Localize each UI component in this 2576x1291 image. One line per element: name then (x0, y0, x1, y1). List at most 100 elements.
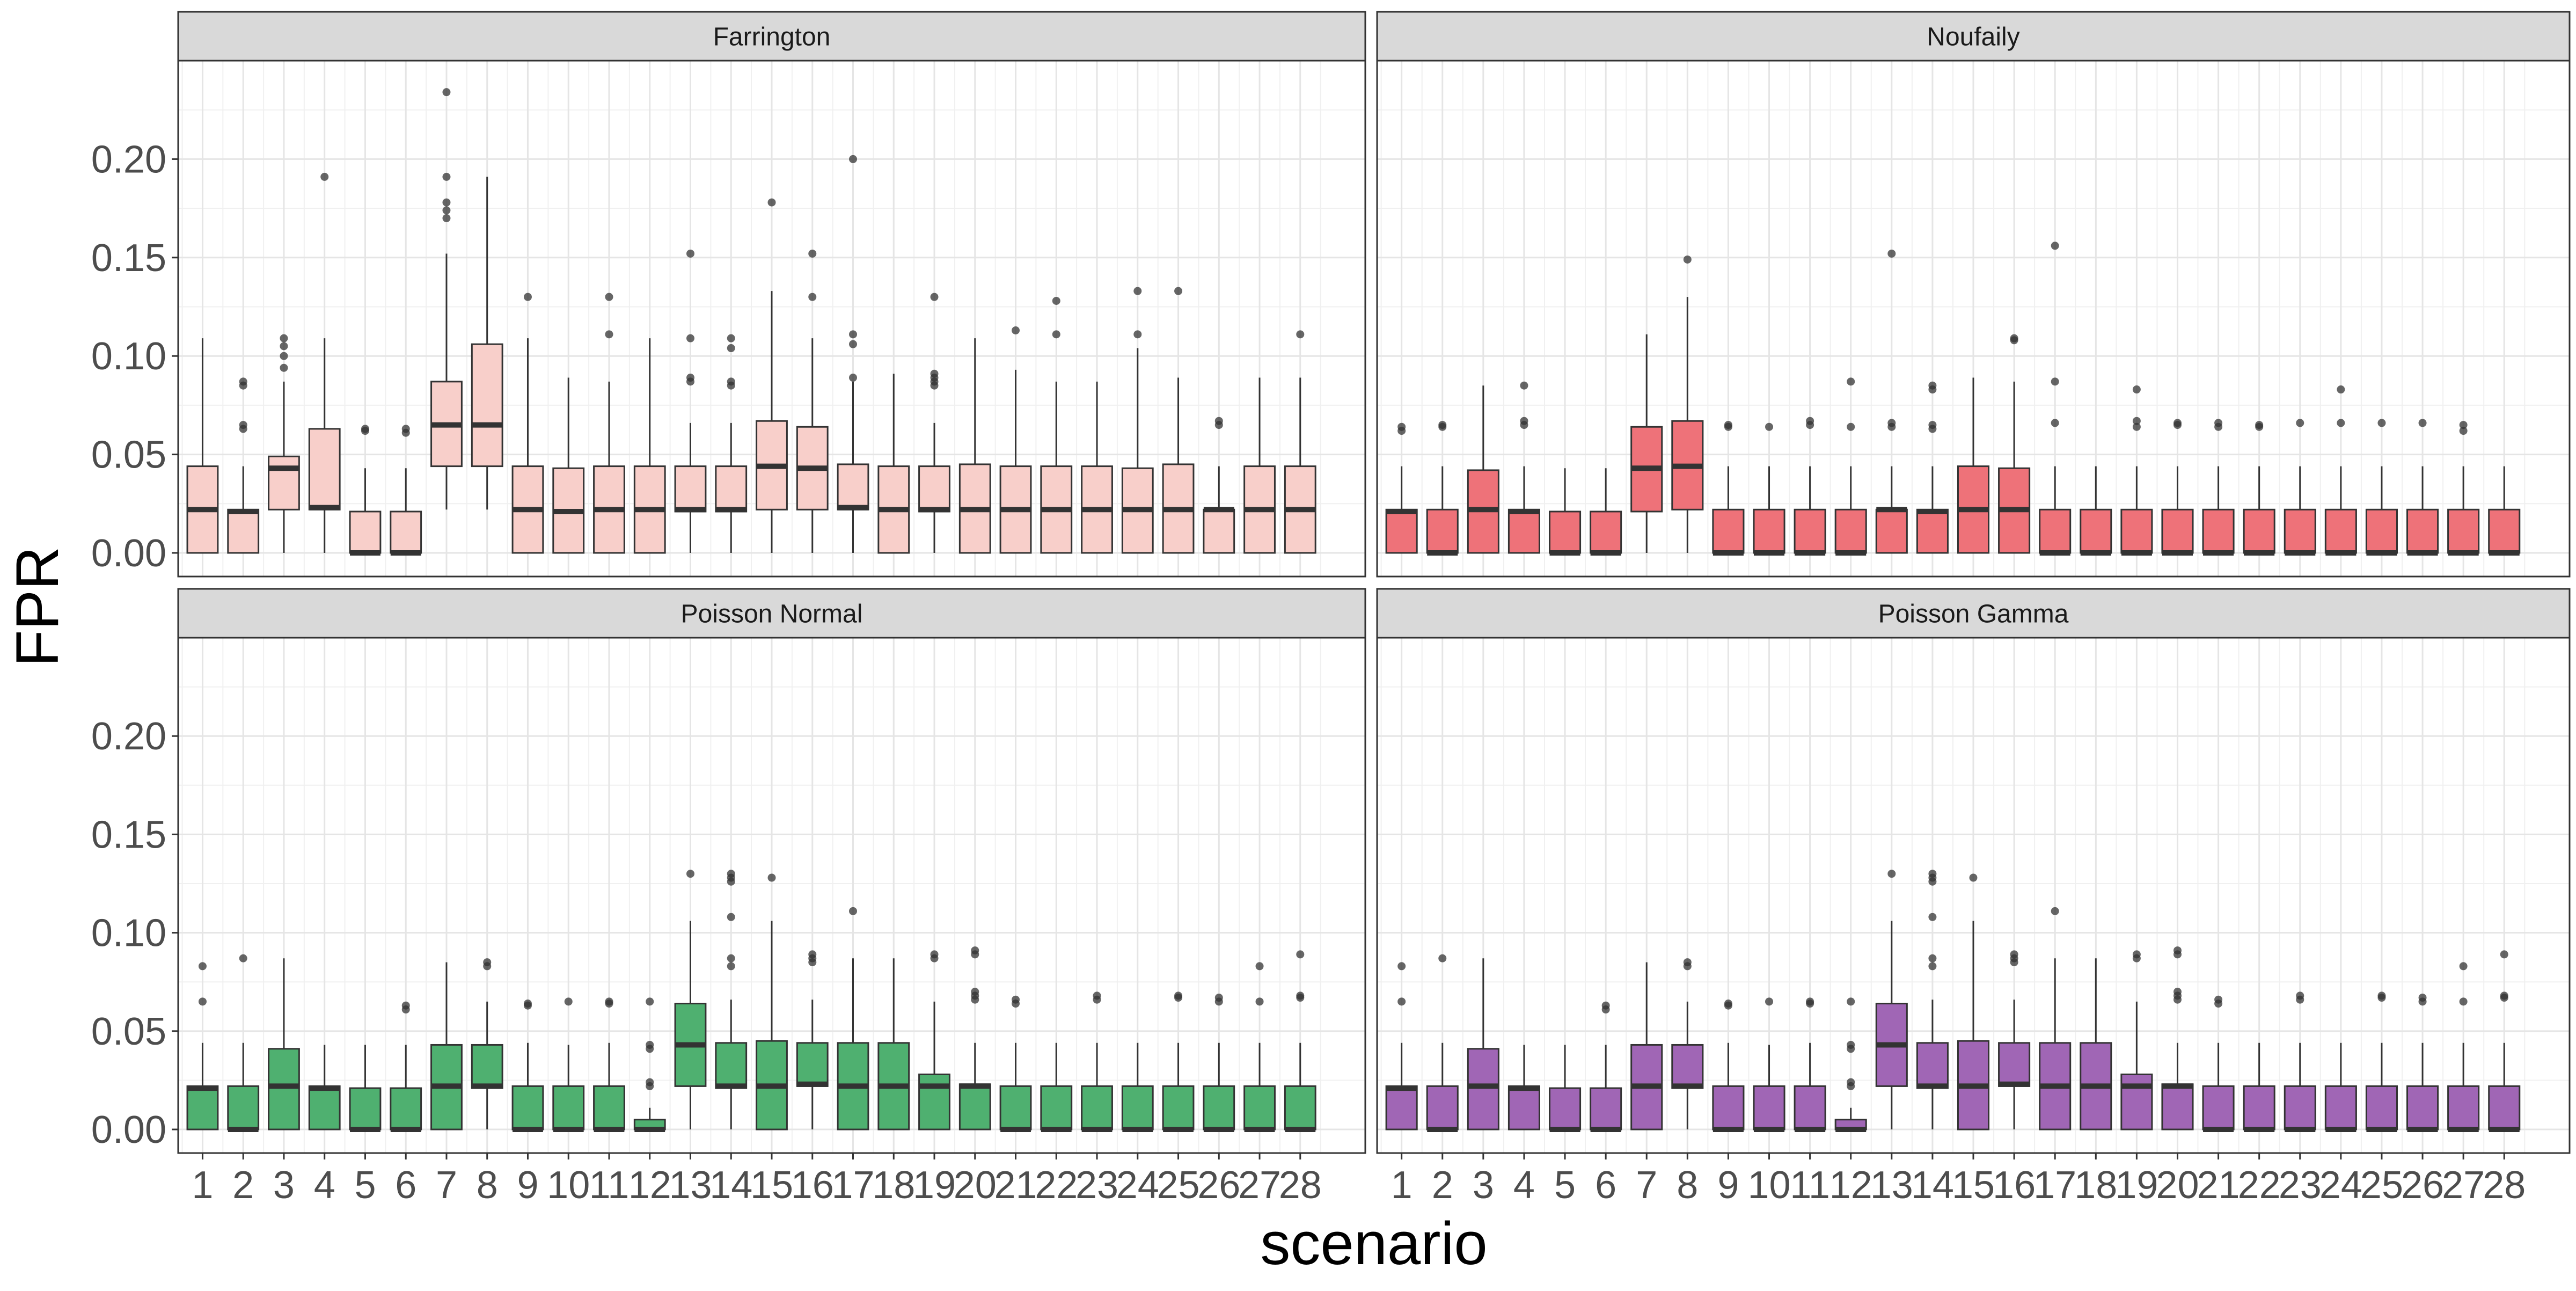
boxplot-3 (268, 334, 300, 553)
x-tick-label: 15 (750, 1164, 793, 1207)
outlier-point (2337, 419, 2345, 427)
x-tick-label: 28 (2483, 1164, 2526, 1207)
x-tick-label: 1 (192, 1164, 213, 1207)
boxplot-15 (756, 873, 788, 1130)
box-iqr (999, 1085, 1032, 1130)
outlier-point (280, 342, 288, 351)
outlier-point (2296, 991, 2304, 1000)
boxplot-23 (2284, 991, 2316, 1133)
boxplot-7 (430, 88, 463, 510)
boxplot-14 (715, 334, 748, 553)
outlier-point (1093, 991, 1101, 1000)
box-iqr (471, 1044, 503, 1089)
boxplot-4 (1507, 381, 1540, 554)
boxplot-4 (308, 1045, 341, 1130)
boxplot-23 (1081, 991, 1113, 1133)
boxplot-1 (186, 962, 219, 1130)
boxplot-9 (1712, 421, 1745, 556)
boxplot-19 (918, 293, 950, 553)
outlier-point (401, 1001, 410, 1010)
outlier-point (1928, 381, 1937, 390)
x-tick-label: 7 (436, 1164, 457, 1207)
x-tick-label: 17 (2033, 1164, 2076, 1207)
x-tick-label: 27 (2442, 1164, 2485, 1207)
x-tick-label: 12 (628, 1164, 671, 1207)
x-tick-label: 8 (1677, 1164, 1698, 1207)
box-iqr (308, 1085, 341, 1130)
boxplot-28 (1284, 950, 1316, 1133)
outlier-point (361, 425, 369, 433)
boxplot-5 (1549, 1045, 1582, 1133)
boxplot-3 (1467, 958, 1499, 1130)
boxplot-22 (2243, 1042, 2275, 1133)
outlier-point (1438, 954, 1447, 962)
outlier-point (1928, 954, 1937, 962)
x-tick-label: 19 (913, 1164, 956, 1207)
outlier-point (2459, 997, 2468, 1006)
outlier-point (2051, 907, 2059, 915)
x-tick-label: 13 (1870, 1164, 1913, 1207)
box-iqr (1712, 1085, 1745, 1130)
x-tick-label: 26 (2401, 1164, 2444, 1207)
box-iqr (1794, 508, 1826, 554)
x-tick-label: 24 (1116, 1164, 1159, 1207)
outlier-point (1928, 913, 1937, 921)
outlier-point (2500, 991, 2508, 1000)
x-tick-label: 25 (2360, 1164, 2403, 1207)
facet-strip-label: Farrington (713, 23, 831, 52)
box-iqr (1834, 508, 1867, 554)
box-iqr (837, 463, 869, 510)
outlier-point (280, 334, 288, 342)
box-iqr (2202, 508, 2235, 554)
y-tick-label: 0.20 (91, 715, 166, 758)
boxplot-14 (1916, 381, 1949, 554)
boxplot-13 (674, 249, 707, 553)
outlier-point (2051, 419, 2059, 427)
boxplot-17 (2039, 907, 2072, 1130)
box-iqr (715, 1042, 748, 1089)
box-iqr (2406, 508, 2439, 554)
boxplot-9 (511, 1000, 544, 1133)
x-tick-label: 18 (2074, 1164, 2117, 1207)
y-tick-label: 0.05 (91, 434, 166, 477)
outlier-point (727, 377, 735, 386)
boxplot-21 (2202, 419, 2235, 556)
outlier-point (930, 950, 939, 959)
x-tick-label: 23 (1075, 1164, 1118, 1207)
outlier-point (280, 363, 288, 372)
outlier-point (646, 1078, 654, 1086)
y-tick-label: 0.15 (91, 813, 166, 856)
x-tick-label: 28 (1279, 1164, 1322, 1207)
boxplot-12 (633, 338, 666, 554)
outlier-point (727, 344, 735, 353)
boxplot-13 (674, 870, 707, 1130)
outlier-point (1847, 1078, 1855, 1086)
outlier-point (2173, 946, 2182, 955)
outlier-point (849, 374, 858, 382)
box-iqr (674, 465, 707, 513)
facet-strip (177, 588, 1366, 639)
panel-farrington: Farrington 0.00 0.05 0.10 0.15 0.20 (91, 11, 1366, 578)
boxplot-22 (1040, 1042, 1073, 1133)
boxplot-2 (1426, 954, 1459, 1133)
x-tick-label: 10 (547, 1164, 590, 1207)
box-iqr (1040, 1085, 1073, 1130)
boxplot-5 (349, 1045, 382, 1133)
x-tick-label: 5 (354, 1164, 376, 1207)
x-tick-label: 15 (1952, 1164, 1995, 1207)
boxplot-8 (471, 958, 503, 1130)
outlier-point (2173, 419, 2182, 427)
box-iqr (715, 465, 748, 513)
x-tick-label: 24 (2319, 1164, 2362, 1207)
box-iqr (268, 455, 300, 510)
boxplot-27 (2447, 962, 2480, 1133)
boxplot-11 (1794, 417, 1826, 556)
boxplot-17 (837, 907, 869, 1130)
boxplot-9 (511, 293, 544, 554)
box-iqr (1916, 508, 1949, 554)
x-tick-label: 11 (589, 1164, 630, 1207)
outlier-point (1847, 377, 1855, 386)
box-iqr (227, 1085, 260, 1130)
